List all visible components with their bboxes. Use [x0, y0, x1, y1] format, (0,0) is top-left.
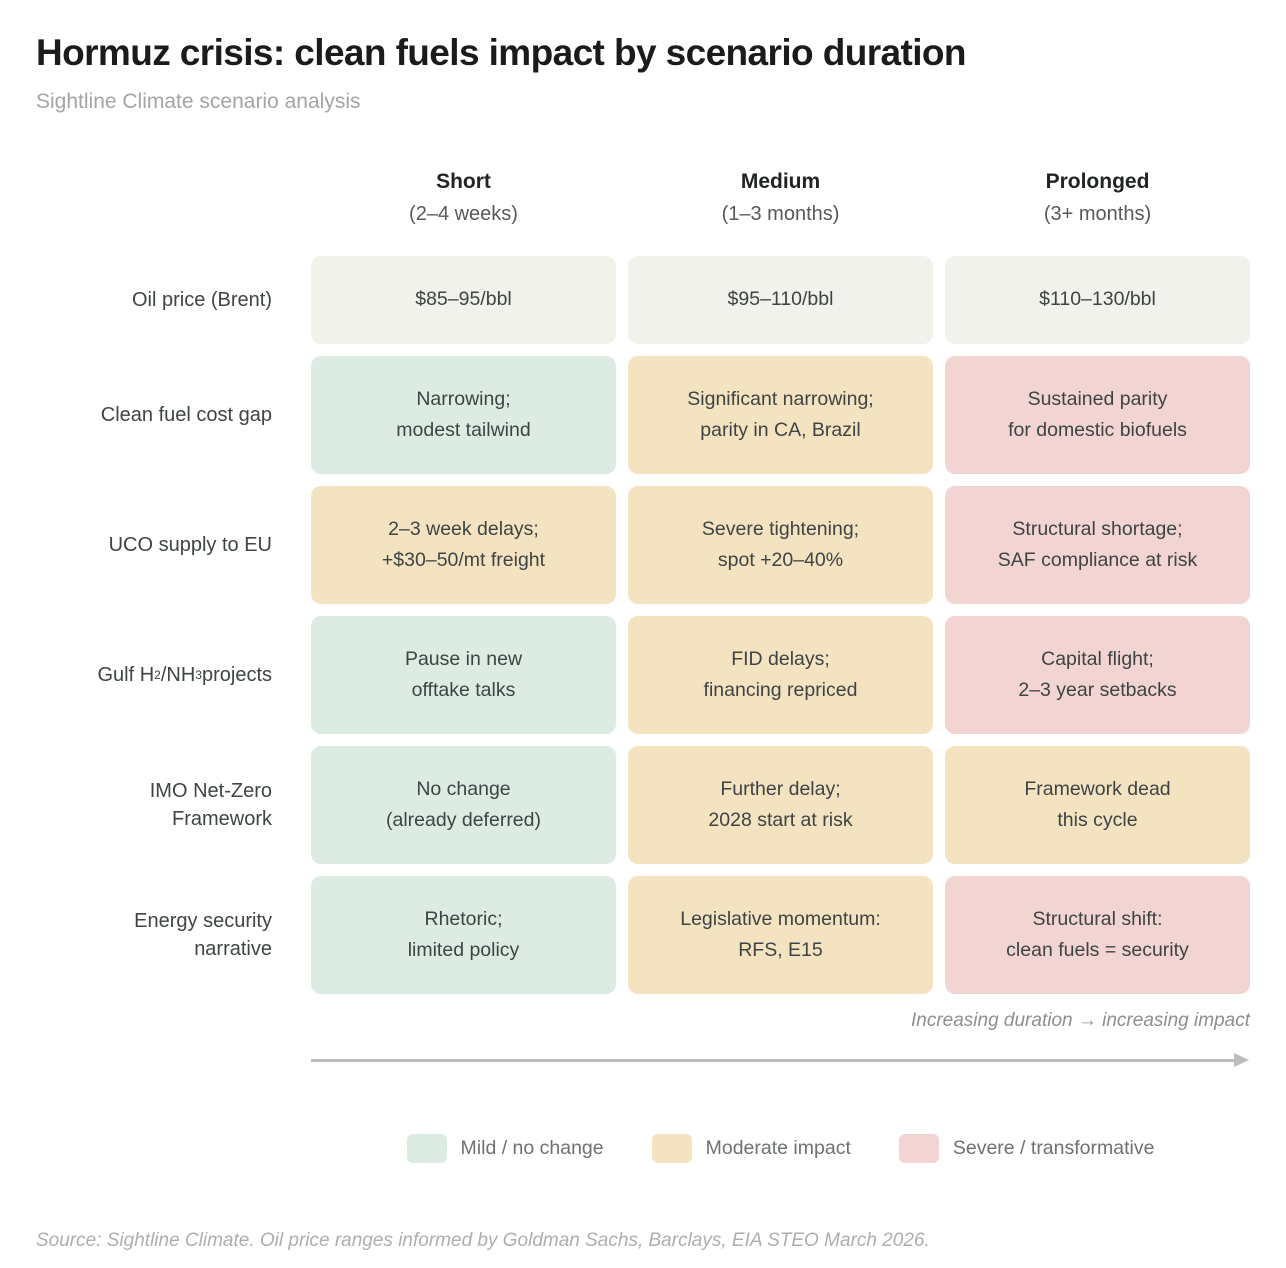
matrix-cell: $95–110/bbl [628, 256, 933, 344]
matrix-cell: Sustained parity for domestic biofuels [945, 356, 1250, 474]
moderate-swatch-icon [651, 1134, 692, 1163]
matrix-cell: Significant narrowing; parity in CA, Bra… [628, 356, 933, 474]
legend-item-moderate: Moderate impact [651, 1134, 851, 1163]
column-sublabel: (1–3 months) [721, 203, 840, 225]
source-note: Source: Sightline Climate. Oil price ran… [36, 1230, 930, 1251]
legend-label: Severe / transformative [952, 1137, 1155, 1159]
matrix-cell: Severe tightening; spot +20–40% [628, 486, 933, 604]
column-header-medium: Medium (1–3 months) [628, 170, 933, 226]
column-sublabel: (3+ months) [1043, 203, 1152, 225]
matrix-cell: Structural shortage; SAF compliance at r… [945, 486, 1250, 604]
page-title: Hormuz crisis: clean fuels impact by sce… [36, 32, 966, 73]
column-title: Short [436, 170, 491, 193]
row-label-text: /NH [160, 664, 196, 686]
row-label: IMO Net-Zero Framework [149, 780, 272, 830]
matrix-cell: $85–95/bbl [311, 256, 616, 344]
matrix-cell: Narrowing; modest tailwind [311, 356, 616, 474]
legend-label: Moderate impact [705, 1137, 851, 1159]
legend-label: Mild / no change [460, 1137, 604, 1159]
matrix-row-energy-security: Energy security narrative Rhetoric; limi… [36, 876, 1250, 994]
column-sublabel: (2–4 weeks) [409, 203, 518, 225]
matrix-row-uco-supply: UCO supply to EU 2–3 week delays; +$30–5… [36, 486, 1250, 604]
column-header-row: Short (2–4 weeks) Medium (1–3 months) Pr… [36, 170, 1250, 226]
matrix-row-gulf-h2-nh3: Gulf H 2/NH 3 projects Pause in new offtak… [36, 616, 1250, 734]
header-spacer [36, 170, 299, 226]
matrix-cell: Structural shift: clean fuels = security [945, 876, 1250, 994]
legend-item-mild: Mild / no change [406, 1134, 604, 1163]
matrix-cell: No change (already deferred) [311, 746, 616, 864]
duration-impact-annotation: Increasing duration → increasing impact [910, 1010, 1250, 1031]
column-header-short: Short (2–4 weeks) [311, 170, 616, 226]
matrix-row-clean-fuel-cost-gap: Clean fuel cost gap Narrowing; modest ta… [36, 356, 1250, 474]
column-title: Medium [740, 170, 821, 193]
row-label-text: projects [201, 664, 272, 686]
row-label: Clean fuel cost gap [100, 404, 272, 426]
row-label: UCO supply to EU [108, 534, 272, 556]
right-arrow-icon [311, 1053, 1249, 1067]
column-title: Prolonged [1045, 170, 1150, 193]
legend-item-severe: Severe / transformative [898, 1134, 1155, 1163]
matrix-row-oil-price: Oil price (Brent) $85–95/bbl $95–110/bbl… [36, 256, 1250, 344]
chart-subtitle: Sightline Climate scenario analysis [36, 90, 361, 113]
matrix-cell: 2–3 week delays; +$30–50/mt freight [311, 486, 616, 604]
matrix-cell: Further delay; 2028 start at risk [628, 746, 933, 864]
mild-swatch-icon [406, 1134, 447, 1163]
column-header-prolonged: Prolonged (3+ months) [945, 170, 1250, 226]
chart-container: Hormuz crisis: clean fuels impact by sce… [36, 32, 1250, 1163]
scenario-matrix: Short (2–4 weeks) Medium (1–3 months) Pr… [36, 170, 1250, 994]
matrix-cell: Legislative momentum: RFS, E15 [628, 876, 933, 994]
matrix-cell: FID delays; financing repriced [628, 616, 933, 734]
matrix-cell: Capital flight; 2–3 year setbacks [945, 616, 1250, 734]
matrix-cell: Rhetoric; limited policy [311, 876, 616, 994]
matrix-cell: Framework dead this cycle [945, 746, 1250, 864]
row-label: Oil price (Brent) [131, 289, 272, 311]
legend: Mild / no change Moderate impact Severe … [311, 1134, 1250, 1163]
matrix-row-imo-net-zero: IMO Net-Zero Framework No change (alread… [36, 746, 1250, 864]
row-label: Energy security narrative [134, 910, 272, 960]
matrix-cell: $110–130/bbl [945, 256, 1250, 344]
row-label-text: Gulf H [97, 664, 155, 686]
matrix-cell: Pause in new offtake talks [311, 616, 616, 734]
row-label: Gulf H 2/NH 3 projects [36, 616, 299, 734]
severe-swatch-icon [898, 1134, 939, 1163]
